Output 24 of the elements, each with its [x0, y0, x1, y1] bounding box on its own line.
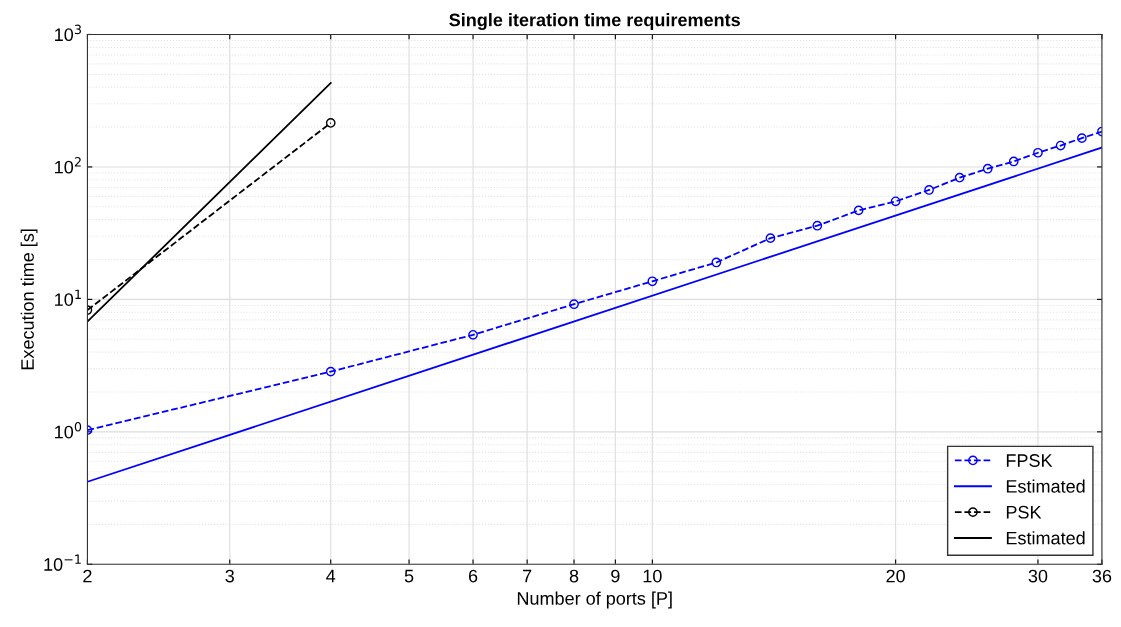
x-tick-label: 3	[225, 569, 234, 583]
x-tick-label: 7	[523, 569, 532, 583]
x-axis-title: Number of ports [P]	[517, 591, 672, 609]
legend-label: FPSK	[1006, 454, 1053, 467]
x-tick-label: 10	[643, 569, 662, 583]
x-tick-label: 36	[1092, 569, 1112, 583]
y-tick-label: 10$^{1}$	[55, 289, 81, 306]
y-tick-label: 10$^{3}$	[55, 24, 81, 42]
legend-label: Estimated	[1006, 479, 1085, 493]
x-tick-label: 8	[569, 569, 579, 583]
x-tick-label: 6	[468, 569, 478, 583]
chart-title: Single iteration time requirements	[449, 13, 740, 30]
x-tick-label: 20	[886, 569, 905, 583]
legend-label: Estimated	[1006, 531, 1085, 545]
x-tick-label: 30	[1028, 569, 1048, 583]
y-tick-label: 10$^{0}$	[55, 421, 82, 439]
y-axis-title: Execution time [s]	[20, 229, 38, 370]
x-tick-label: 2	[83, 569, 92, 583]
x-tick-label: 4	[326, 569, 336, 583]
y-tick-label: 10$^{−1}$	[44, 554, 81, 571]
x-tick-label: 9	[611, 569, 620, 583]
legend-label: PSK	[1006, 505, 1042, 519]
y-tick-label: 10$^{2}$	[55, 157, 81, 174]
x-tick-label: 5	[404, 569, 414, 583]
